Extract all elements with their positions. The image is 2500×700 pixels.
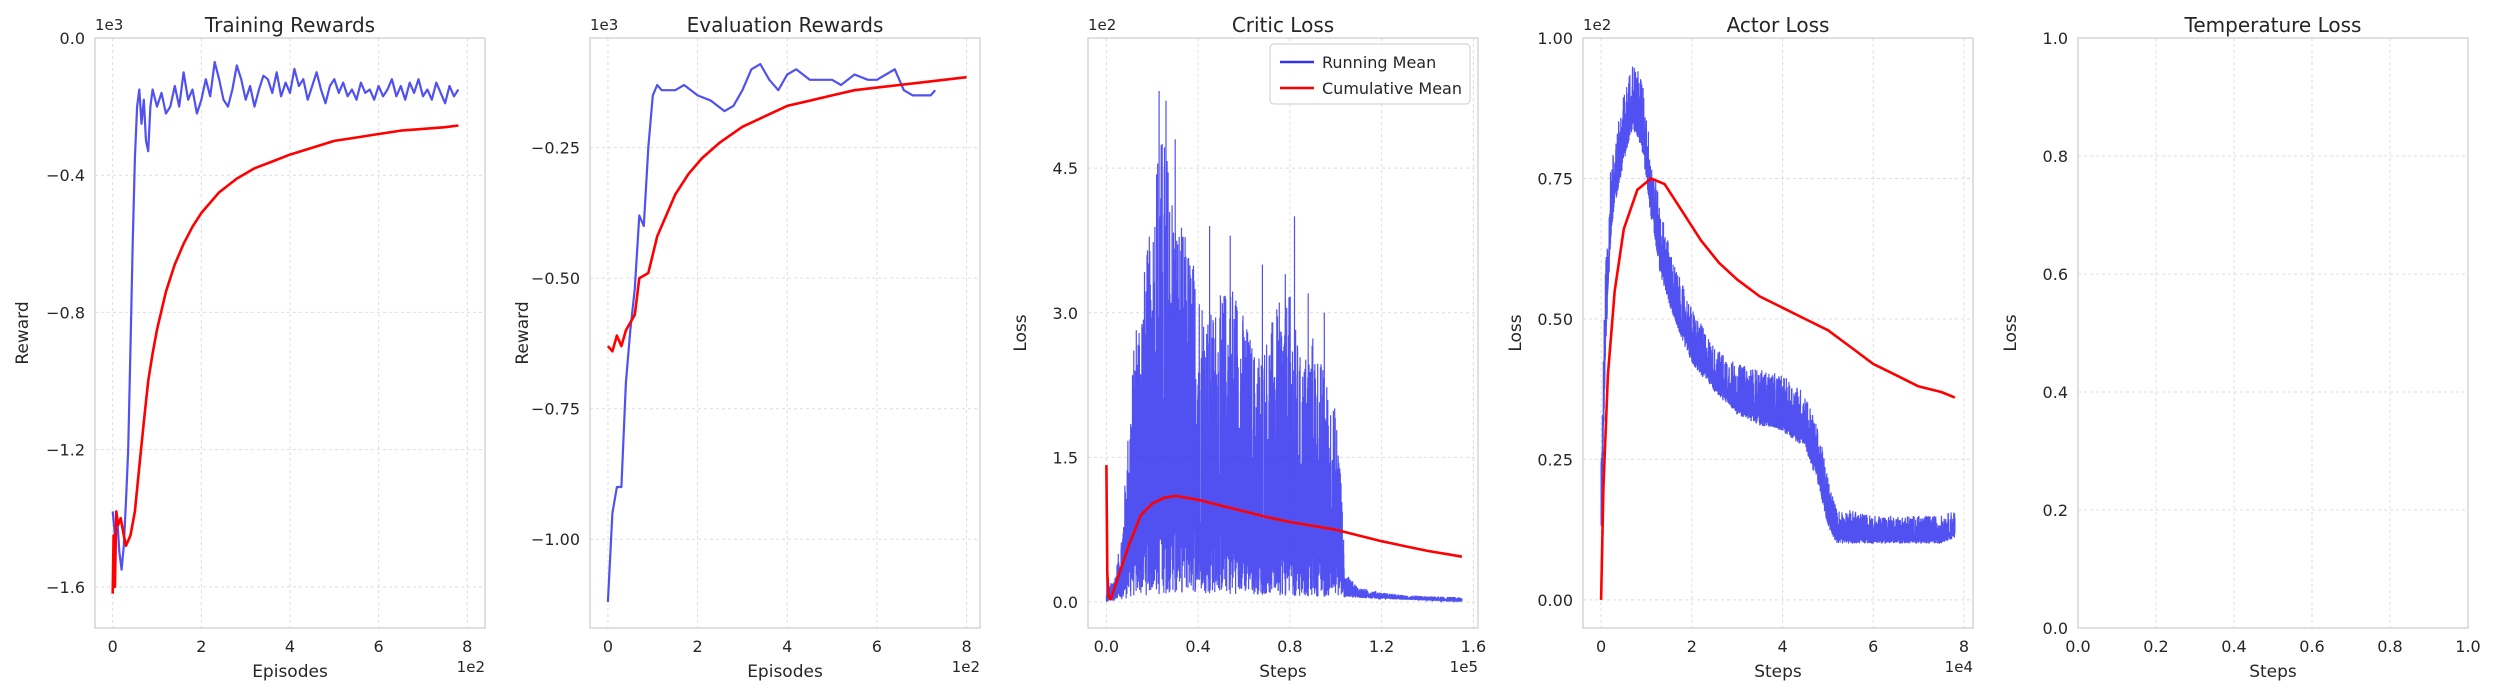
axes-frame <box>589 37 981 629</box>
chart-title: Critic Loss <box>1232 13 1334 37</box>
x-tick-label: 4 <box>285 637 295 656</box>
x-tick-label: 8 <box>462 637 472 656</box>
series-running-mean <box>1105 91 1463 604</box>
y-tick-label: 3.0 <box>1053 304 1078 323</box>
x-axis-label: Steps <box>1754 662 1802 682</box>
y-tick-label: 0.0 <box>1053 593 1078 612</box>
series-running-mean <box>111 60 460 571</box>
x-tick-label: 0.0 <box>1094 637 1119 656</box>
y-tick-label: 0.75 <box>1537 169 1573 188</box>
y-tick-label: 0.8 <box>2043 147 2068 166</box>
x-tick-label: 0.4 <box>1185 637 1210 656</box>
chart-panel-4: 0 2 4 6 8 0.00 0.25 0.50 0.75 1.00 1e4 1e2 Actor Los… <box>1506 13 1974 682</box>
x-tick-label: 8 <box>1959 637 1969 656</box>
y-tick-label: −0.8 <box>46 303 85 322</box>
chart-title: Training Rewards <box>204 13 375 37</box>
x-axis-label: Episodes <box>747 662 823 682</box>
x-tick-label: 4 <box>1777 637 1787 656</box>
y-axis-label: Reward <box>13 301 33 364</box>
series-cumulative-mean <box>606 75 967 353</box>
y-tick-label: 0.6 <box>2043 265 2068 284</box>
legend-label-running: Running Mean <box>1322 53 1436 72</box>
x-tick-label: 0.6 <box>2299 637 2324 656</box>
x-axis-label: Episodes <box>252 662 328 682</box>
x-offset-label: 1e2 <box>457 658 485 676</box>
legend: Running Mean Cumulative Mean <box>1269 43 1471 105</box>
x-tick-label: 0.4 <box>2221 637 2246 656</box>
y-offset-label: 1e2 <box>1088 16 1116 34</box>
y-axis-label: Loss <box>2001 314 2021 351</box>
x-tick-label: 0 <box>108 637 118 656</box>
x-tick-label: 0.2 <box>2143 637 2168 656</box>
plot-area <box>1105 91 1463 604</box>
x-tick-label: 2 <box>196 637 206 656</box>
x-tick-label: 6 <box>872 637 882 656</box>
axes-frame <box>1582 37 1974 629</box>
y-axis-label: Loss <box>1011 314 1031 351</box>
y-tick-label: −0.50 <box>531 269 580 288</box>
chart-panel-2: 0 2 4 6 8 −1.00 −0.75 −0.50 −0.25 1e2 1e3 Evaluatio… <box>513 13 981 682</box>
chart-title: Evaluation Rewards <box>687 13 884 37</box>
y-axis-label: Loss <box>1506 314 1526 351</box>
x-tick-label: 2 <box>692 637 702 656</box>
chart-panel-1: 0 2 4 6 8 −1.6 −1.2 −0.8 −0.4 0.0 1e2 1e3 Training R… <box>13 13 486 682</box>
legend-label-cumulative: Cumulative Mean <box>1322 79 1462 98</box>
x-offset-label: 1e4 <box>1945 658 1973 676</box>
y-tick-label: 1.00 <box>1537 29 1573 48</box>
x-tick-label: 1.2 <box>1369 637 1394 656</box>
x-axis-label: Steps <box>1259 662 1307 682</box>
y-tick-label: 0.4 <box>2043 383 2068 402</box>
x-tick-label: 0.0 <box>2065 637 2090 656</box>
y-tick-label: −0.4 <box>46 166 85 185</box>
chart-title: Actor Loss <box>1727 13 1830 37</box>
y-tick-label: −0.75 <box>531 400 580 419</box>
y-offset-label: 1e2 <box>1583 16 1611 34</box>
series-running-mean <box>606 62 937 602</box>
x-tick-label: 6 <box>374 637 384 656</box>
x-axis-label: Steps <box>2249 662 2297 682</box>
x-tick-label: 0.8 <box>1277 637 1302 656</box>
plot-area <box>606 62 967 602</box>
chart-title: Temperature Loss <box>2184 13 2362 37</box>
series-cumulative-mean <box>1599 177 1956 600</box>
plot-area <box>1599 66 1956 600</box>
x-tick-label: 4 <box>782 637 792 656</box>
x-tick-label: 0.8 <box>2377 637 2402 656</box>
y-tick-label: 0.50 <box>1537 310 1573 329</box>
plot-area <box>111 60 460 594</box>
y-tick-label: 1.0 <box>2043 29 2068 48</box>
y-tick-label: 0.25 <box>1537 450 1573 469</box>
y-offset-label: 1e3 <box>95 16 123 34</box>
y-tick-label: 0.0 <box>2043 619 2068 638</box>
x-offset-label: 1e5 <box>1450 658 1478 676</box>
y-tick-label: 0.00 <box>1537 591 1573 610</box>
chart-panel-5: 0.0 0.2 0.4 0.6 0.8 1.0 0.0 0.2 0.4 0.6 0.8 1.0 Temp… <box>2001 13 2481 682</box>
x-tick-label: 1.6 <box>1461 637 1486 656</box>
x-tick-label: 8 <box>961 637 971 656</box>
chart-panel-3: 0.0 0.4 0.8 1.2 1.6 0.0 1.5 3.0 4.5 1e5 1e2 Critic … <box>1011 13 1486 682</box>
axes-frame <box>1087 37 1479 629</box>
y-offset-label: 1e3 <box>590 16 618 34</box>
y-tick-label: 0.0 <box>60 29 85 48</box>
y-tick-label: 1.5 <box>1053 448 1078 467</box>
y-axis-label: Reward <box>513 301 533 364</box>
y-tick-label: 4.5 <box>1053 159 1078 178</box>
y-tick-label: −1.2 <box>46 441 85 460</box>
x-tick-label: 6 <box>1868 637 1878 656</box>
series-cumulative-mean <box>1105 465 1463 601</box>
x-tick-label: 2 <box>1687 637 1697 656</box>
axes-frame <box>2077 37 2469 629</box>
axes-frame <box>94 37 486 629</box>
y-tick-label: −1.6 <box>46 578 85 597</box>
series-running-mean <box>1600 66 1956 544</box>
y-tick-label: 0.2 <box>2043 501 2068 520</box>
x-offset-label: 1e2 <box>952 658 980 676</box>
y-tick-label: −0.25 <box>531 139 580 158</box>
series-cumulative-mean <box>111 124 459 594</box>
y-tick-label: −1.00 <box>531 530 580 549</box>
x-tick-label: 0 <box>603 637 613 656</box>
x-tick-label: 1.0 <box>2455 637 2480 656</box>
x-tick-label: 0 <box>1596 637 1606 656</box>
